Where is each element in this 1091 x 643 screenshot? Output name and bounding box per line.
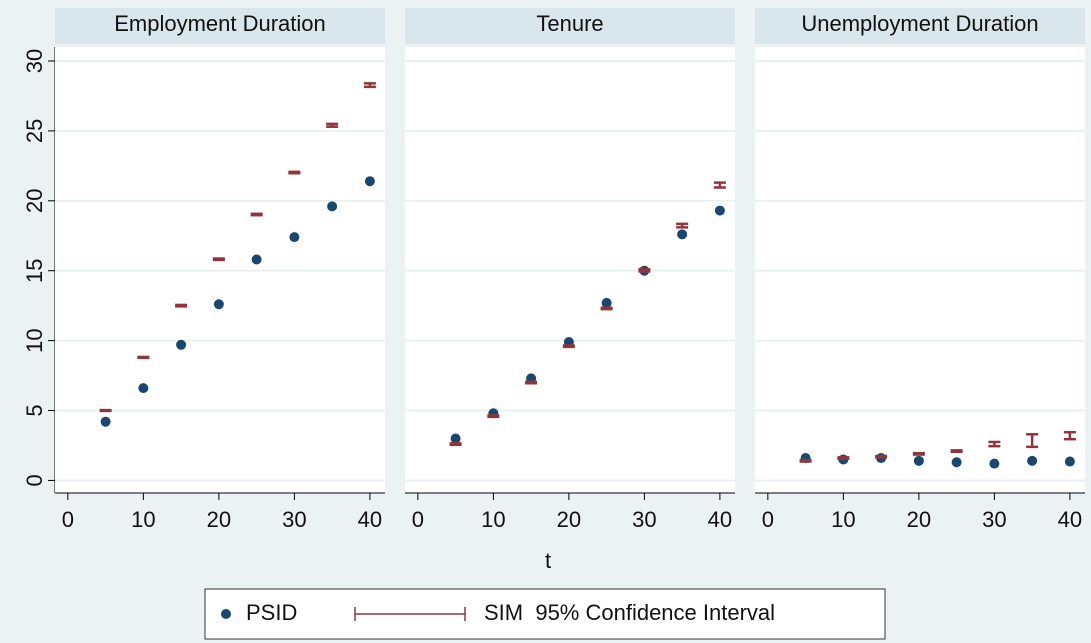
psid-point — [289, 232, 300, 243]
confidence-interval — [988, 440, 1001, 448]
x-axis-label: t — [545, 548, 551, 573]
x-tick-label: 30 — [282, 507, 306, 532]
psid-point — [677, 229, 688, 240]
psid-point — [251, 254, 262, 265]
panel-title: Tenure — [536, 11, 603, 36]
psid-point — [989, 458, 1000, 469]
legend-label: SIM 95% Confidence Interval — [484, 600, 775, 625]
confidence-interval — [250, 212, 263, 217]
panel-title: Unemployment Duration — [801, 11, 1038, 36]
legend-label: PSID — [246, 600, 297, 625]
y-tick-label: 10 — [22, 328, 47, 352]
confidence-interval — [175, 303, 188, 308]
confidence-interval — [288, 170, 301, 175]
y-tick-label: 30 — [22, 49, 47, 73]
psid-point — [601, 297, 612, 308]
x-tick-label: 10 — [831, 507, 855, 532]
psid-point — [1027, 455, 1038, 466]
psid-point — [450, 433, 461, 444]
panel-title: Employment Duration — [114, 11, 326, 36]
panel-header — [405, 8, 735, 44]
y-tick-label: 25 — [22, 119, 47, 143]
confidence-interval — [1063, 430, 1076, 441]
legend-marker — [221, 609, 231, 619]
confidence-interval — [449, 442, 462, 447]
x-tick-label: 30 — [632, 507, 656, 532]
x-tick-label: 10 — [131, 507, 155, 532]
y-tick-label: 20 — [22, 189, 47, 213]
confidence-interval — [875, 454, 888, 459]
psid-point — [1064, 456, 1075, 467]
x-tick-label: 0 — [62, 507, 74, 532]
legend — [204, 588, 886, 640]
confidence-interval — [1026, 433, 1039, 449]
panel-header — [755, 8, 1085, 44]
confidence-interval — [912, 451, 925, 456]
y-tick-label: 15 — [22, 258, 47, 282]
x-tick-label: 40 — [1058, 507, 1082, 532]
confidence-interval — [950, 449, 963, 454]
x-tick-label: 0 — [762, 507, 774, 532]
confidence-interval — [562, 344, 575, 349]
confidence-interval — [713, 181, 726, 189]
psid-point — [327, 201, 338, 212]
psid-point — [714, 205, 725, 216]
confidence-interval — [676, 222, 689, 229]
x-tick-label: 20 — [207, 507, 231, 532]
x-tick-label: 0 — [412, 507, 424, 532]
confidence-interval — [600, 306, 613, 311]
psid-point — [913, 455, 924, 466]
confidence-interval — [837, 456, 850, 460]
confidence-interval — [638, 268, 651, 273]
x-tick-label: 20 — [907, 507, 931, 532]
x-tick-label: 20 — [557, 507, 581, 532]
confidence-interval — [99, 408, 112, 413]
x-tick-label: 40 — [708, 507, 732, 532]
y-tick-label: 0 — [22, 474, 47, 486]
panel-header — [55, 8, 385, 44]
confidence-interval — [212, 257, 225, 262]
confidence-interval — [525, 380, 538, 385]
psid-point — [364, 176, 375, 187]
x-tick-label: 30 — [982, 507, 1006, 532]
x-tick-label: 40 — [358, 507, 382, 532]
x-tick-label: 10 — [481, 507, 505, 532]
psid-point — [951, 457, 962, 468]
confidence-interval — [487, 414, 500, 419]
confidence-interval — [137, 355, 150, 360]
confidence-interval — [799, 458, 812, 463]
y-tick-label: 5 — [22, 404, 47, 416]
psid-point — [138, 383, 149, 394]
psid-point — [176, 339, 187, 350]
confidence-interval — [363, 82, 376, 89]
psid-point — [100, 416, 111, 427]
confidence-interval — [326, 122, 339, 128]
psid-point — [213, 299, 224, 310]
